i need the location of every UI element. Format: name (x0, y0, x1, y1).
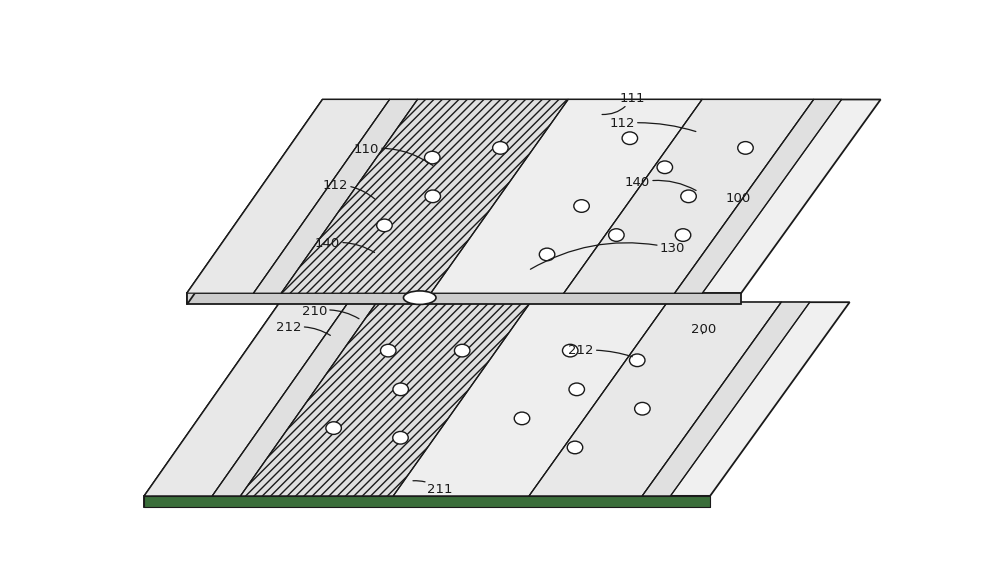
Polygon shape (241, 302, 531, 496)
Ellipse shape (629, 354, 645, 367)
Text: 130: 130 (530, 242, 685, 269)
Text: 140: 140 (625, 176, 696, 191)
Ellipse shape (609, 229, 624, 242)
Text: 140: 140 (315, 237, 375, 253)
Ellipse shape (454, 345, 470, 357)
Polygon shape (281, 99, 568, 293)
Polygon shape (564, 99, 814, 293)
Ellipse shape (635, 402, 650, 415)
Ellipse shape (657, 161, 673, 174)
Polygon shape (144, 496, 710, 507)
Ellipse shape (403, 291, 436, 304)
Ellipse shape (381, 345, 396, 357)
Polygon shape (529, 302, 781, 496)
Polygon shape (144, 496, 710, 507)
Ellipse shape (574, 199, 589, 212)
Polygon shape (144, 302, 348, 496)
Ellipse shape (681, 190, 696, 202)
Text: 210: 210 (302, 305, 359, 319)
Polygon shape (253, 99, 417, 293)
Polygon shape (212, 302, 377, 496)
Text: 211: 211 (413, 481, 453, 495)
Polygon shape (675, 99, 842, 293)
Polygon shape (187, 99, 390, 293)
Ellipse shape (567, 441, 583, 454)
Text: 112: 112 (609, 117, 696, 132)
Text: 212: 212 (276, 321, 330, 335)
Polygon shape (187, 99, 323, 304)
Ellipse shape (326, 422, 341, 435)
Polygon shape (642, 302, 810, 496)
Polygon shape (187, 99, 881, 293)
Ellipse shape (393, 432, 408, 444)
Ellipse shape (393, 383, 408, 395)
Ellipse shape (425, 152, 440, 164)
Ellipse shape (738, 142, 753, 154)
Text: 200: 200 (691, 323, 716, 336)
Ellipse shape (493, 142, 508, 154)
Text: 110: 110 (354, 143, 433, 166)
Polygon shape (431, 99, 702, 293)
Ellipse shape (622, 132, 638, 144)
Ellipse shape (562, 345, 578, 357)
Ellipse shape (569, 383, 584, 395)
Ellipse shape (514, 412, 530, 425)
Polygon shape (393, 302, 667, 496)
Ellipse shape (425, 190, 441, 202)
Text: 212: 212 (568, 344, 632, 357)
Ellipse shape (675, 229, 691, 242)
Polygon shape (187, 293, 741, 304)
Ellipse shape (539, 248, 555, 261)
Polygon shape (144, 302, 280, 507)
Text: 100: 100 (726, 192, 751, 205)
Ellipse shape (377, 219, 392, 232)
Text: 111: 111 (602, 92, 645, 115)
Polygon shape (144, 302, 850, 496)
Text: 112: 112 (323, 178, 375, 199)
